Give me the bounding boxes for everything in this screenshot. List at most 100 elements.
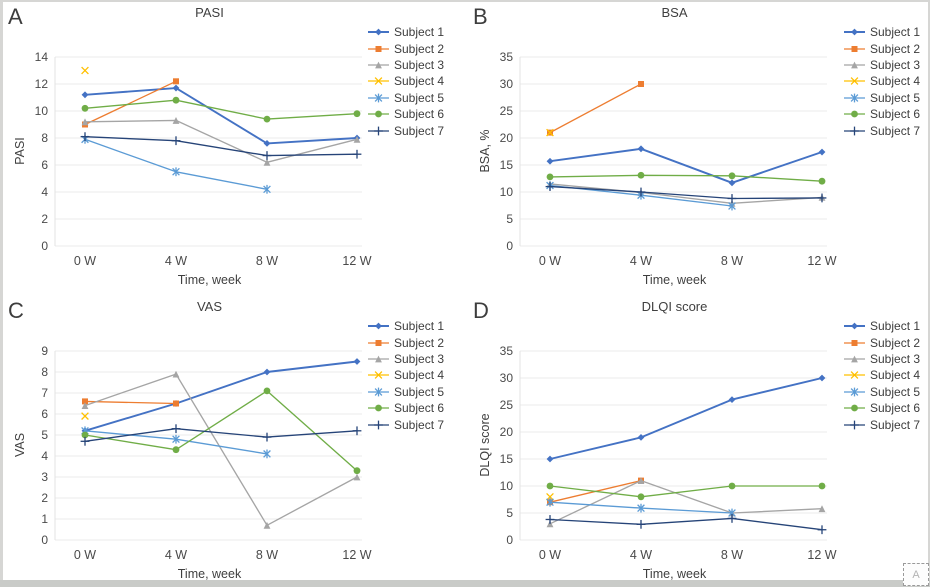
- legend-key-icon: [368, 404, 389, 412]
- x-axis-title: Time, week: [177, 273, 242, 287]
- y-tick-label: 2: [41, 212, 48, 226]
- data-point-marker: [851, 45, 858, 52]
- data-point-marker: [353, 110, 361, 118]
- data-point-marker: [353, 135, 361, 143]
- legend-label: Subject 7: [870, 417, 921, 432]
- y-tick-label: 25: [500, 398, 514, 412]
- data-point-marker: [171, 136, 181, 146]
- data-point-marker: [546, 128, 554, 137]
- y-tick-label: 7: [41, 386, 48, 400]
- chart-panel-vas: 0 1 2 3 4 5 6 7 8 9 0 W 4 W 8 W 12 W C VAS VAS Time, …: [0, 294, 465, 587]
- series-line: [549, 183, 823, 204]
- series-line: [549, 147, 823, 184]
- series-line: [84, 360, 358, 432]
- legend-label: Subject 5: [870, 90, 921, 105]
- legend-key-icon: [844, 387, 865, 397]
- data-point-marker: [263, 158, 271, 166]
- window-border-bottom: [0, 580, 930, 587]
- text-annotation-icon[interactable]: A: [903, 563, 929, 586]
- data-point-marker: [728, 201, 736, 211]
- legend-item: Subject 6: [368, 400, 444, 416]
- legend-label: Subject 4: [394, 368, 445, 383]
- x-tick-label: 8 W: [256, 548, 278, 562]
- legend-item: Subject 1: [844, 24, 920, 40]
- data-point-marker: [818, 177, 826, 185]
- data-point-marker: [374, 93, 383, 103]
- y-tick-label: 10: [500, 479, 514, 493]
- data-point-marker: [850, 420, 859, 429]
- window-border-left: [0, 0, 3, 587]
- legend-key-icon: [368, 339, 389, 346]
- data-point-marker: [81, 402, 89, 409]
- y-tick-label: 12: [35, 77, 49, 91]
- data-point-marker: [851, 28, 858, 36]
- data-point-marker: [172, 370, 180, 378]
- series-line: [84, 138, 268, 190]
- data-point-marker: [850, 371, 859, 380]
- x-tick-label: 12 W: [342, 548, 371, 562]
- chart-panel-dlqi: 0 5 10 15 20 25 30 35 0 W 4 W 8 W 12 W D DLQI score…: [465, 294, 930, 587]
- y-tick-label: 5: [506, 212, 513, 226]
- legend-label: Subject 4: [870, 368, 921, 383]
- y-tick-label: 20: [500, 425, 514, 439]
- legend-key-icon: [368, 93, 389, 103]
- legend-label: Subject 5: [394, 384, 445, 399]
- legend-label: Subject 2: [394, 335, 445, 350]
- chart-title: PASI: [195, 5, 224, 20]
- series-line: [549, 83, 642, 134]
- legend-label: Subject 6: [394, 401, 445, 416]
- data-point-marker: [851, 355, 858, 363]
- legend-key-icon: [844, 110, 865, 118]
- legend-label: Subject 3: [394, 57, 445, 72]
- data-point-marker: [262, 151, 272, 160]
- y-tick-label: 5: [506, 506, 513, 520]
- x-tick-label: 0 W: [74, 254, 96, 268]
- data-point-marker: [637, 477, 645, 484]
- data-point-marker: [374, 126, 383, 135]
- x-tick-label: 0 W: [74, 548, 96, 562]
- data-point-marker: [352, 149, 362, 159]
- series-line: [549, 174, 823, 182]
- series-line: [84, 87, 358, 145]
- data-point-marker: [375, 355, 382, 363]
- legend: Subject 1 Subject 2 Subject 3 Subject 4 Subj…: [844, 318, 920, 433]
- series-line: [84, 136, 358, 157]
- legend-key-icon: [844, 371, 865, 380]
- legend-label: Subject 4: [870, 74, 921, 89]
- data-point-marker: [81, 104, 89, 112]
- data-point-marker: [818, 374, 826, 382]
- panel-letter: A: [8, 4, 24, 29]
- legend-label: Subject 3: [394, 351, 445, 366]
- data-point-marker: [850, 126, 859, 135]
- chart-title: DLQI score: [641, 299, 708, 314]
- x-tick-label: 12 W: [342, 254, 371, 268]
- data-point-marker: [546, 482, 554, 490]
- data-point-marker: [262, 432, 272, 442]
- data-point-marker: [636, 187, 646, 197]
- y-tick-label: 5: [41, 428, 48, 442]
- legend-key-icon: [368, 420, 389, 429]
- legend-key-icon: [844, 355, 865, 363]
- data-point-marker: [374, 371, 383, 380]
- panel-letter: B: [473, 4, 489, 29]
- legend-item: Subject 2: [844, 334, 920, 350]
- series-line: [84, 99, 358, 120]
- legend-item: Subject 7: [844, 416, 920, 432]
- legend-key-icon: [844, 404, 865, 412]
- x-tick-label: 4 W: [630, 254, 652, 268]
- y-tick-label: 9: [41, 344, 48, 358]
- y-tick-label: 8: [41, 365, 48, 379]
- y-tick-label: 0: [506, 239, 513, 253]
- data-point-marker: [352, 426, 362, 436]
- data-point-marker: [81, 91, 89, 99]
- data-point-marker: [172, 434, 180, 444]
- x-tick-label: 0 W: [539, 254, 561, 268]
- plot-area-pasi: 0 2 4 6 8 10 12 14 0 W 4 W 8 W 12 W: [35, 50, 372, 268]
- y-tick-label: 10: [500, 185, 514, 199]
- data-point-marker: [850, 93, 859, 103]
- y-tick-label: 35: [500, 50, 514, 64]
- legend-label: Subject 5: [394, 90, 445, 105]
- x-tick-label: 8 W: [256, 254, 278, 268]
- series-line: [84, 390, 358, 472]
- legend-label: Subject 7: [394, 123, 445, 138]
